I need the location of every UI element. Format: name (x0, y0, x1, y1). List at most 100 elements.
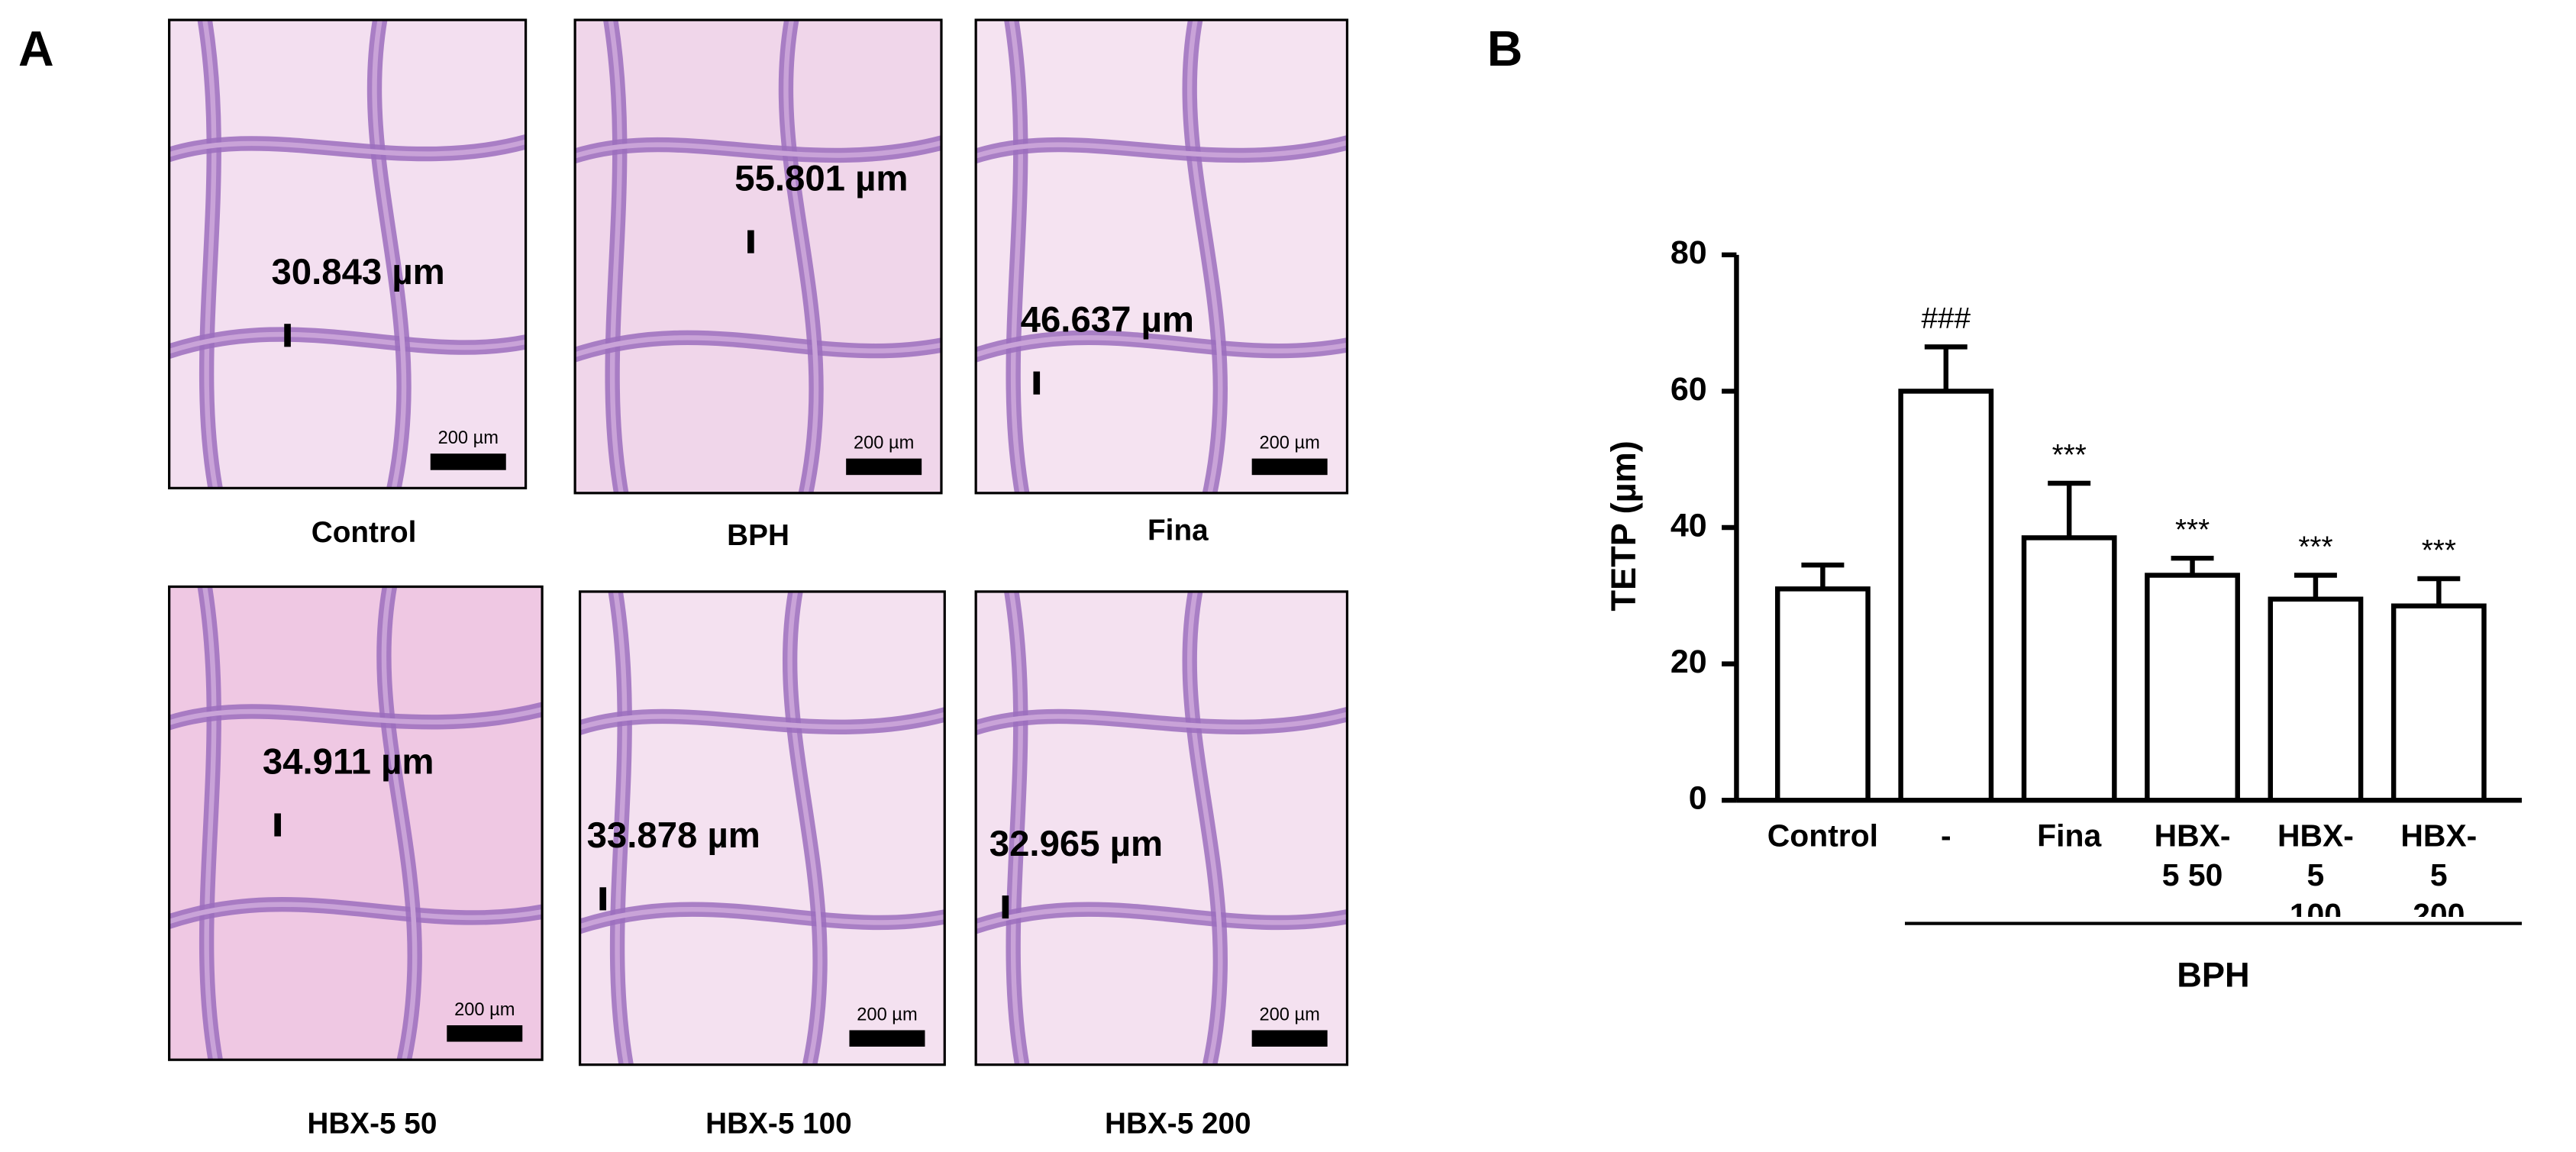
measurement: 46.637 µm (1021, 300, 1194, 340)
x-tick-label: - (1940, 820, 1951, 855)
caption: Fina (1148, 515, 1209, 547)
scale-bar (1251, 1030, 1328, 1047)
scale-bar-label: 200 µm (1259, 434, 1319, 453)
micrograph-border (168, 18, 528, 489)
scale-bar (447, 1025, 523, 1042)
significance: *** (2052, 439, 2087, 472)
tissue (169, 586, 543, 1060)
bar (1775, 586, 1871, 803)
scale-bar (849, 1030, 925, 1047)
epithelium-edge (1009, 591, 1025, 1065)
y-tick-label: 40 (1671, 507, 1707, 544)
epithelium-edge (381, 586, 418, 1060)
caption: HBX-5 200 (1105, 1108, 1251, 1141)
epithelium-edge (372, 20, 407, 489)
x-label-box: HBX-5 200 (2400, 820, 2477, 917)
x-tick-label: HBX-5 100 (2277, 820, 2354, 917)
measurement: 55.801 µm (734, 158, 908, 198)
epithelium-edge (169, 139, 526, 157)
x-label-box: - (1940, 820, 1951, 855)
caption: BPH (727, 519, 789, 552)
micrograph (976, 591, 1348, 1065)
measurement: 30.843 µm (271, 252, 444, 292)
caption: HBX-5 50 (307, 1108, 437, 1141)
epithelium-edge (612, 591, 629, 1065)
epithelium-edge (976, 907, 1348, 929)
epithelium-edge (787, 591, 823, 1065)
significance: *** (2298, 531, 2332, 563)
epithelium-edge (976, 335, 1348, 358)
micrograph (976, 20, 1348, 493)
x-tick-label: Fina (2037, 820, 2102, 855)
tissue (976, 591, 1348, 1065)
tissue (575, 20, 941, 493)
micrograph (575, 20, 941, 493)
bar (2021, 535, 2117, 803)
tissue (976, 20, 1348, 493)
significance: *** (2175, 514, 2210, 547)
y-tick-label: 60 (1671, 371, 1707, 408)
epithelium-edge (579, 712, 945, 731)
scale-bar (430, 453, 506, 470)
x-tick-label: HBX-5 50 (2154, 820, 2231, 894)
epithelium-edge (976, 140, 1348, 159)
x-label-box: Fina (2037, 820, 2102, 855)
x-label-box: HBX-5 100 (2277, 820, 2354, 917)
epithelium-edge (575, 140, 941, 159)
scale-bar-label: 200 µm (857, 1005, 917, 1025)
x-tick-label: Control (1767, 820, 1879, 855)
epithelium-edge (169, 706, 543, 726)
group-label: BPH (2177, 956, 2249, 995)
panel-label: A (18, 21, 54, 76)
micrograph-border (974, 590, 1349, 1066)
epithelium-edge (1009, 20, 1025, 493)
micrograph-border (974, 18, 1349, 495)
epithelium-edge (579, 907, 945, 929)
y-axis-label: TETP (µm) (1604, 440, 1643, 611)
epithelium-edge (169, 902, 543, 925)
measure-marker (1033, 371, 1041, 395)
epithelium-edge (202, 20, 218, 489)
epithelium-edge (783, 20, 819, 493)
micrograph (169, 586, 543, 1060)
scale-bar-label: 200 µm (454, 1000, 515, 1020)
epithelium-edge (608, 20, 624, 493)
tissue (579, 591, 945, 1065)
epithelium-edge (169, 331, 526, 354)
x-label-box: HBX-5 50 (2154, 820, 2231, 894)
measurement: 34.911 µm (263, 741, 434, 782)
epithelium-edge (202, 586, 218, 1060)
measure-marker (599, 887, 607, 911)
epithelium-edge (976, 712, 1348, 731)
measure-marker (1002, 895, 1009, 919)
panel-label: B (1487, 21, 1523, 76)
micrograph-border (578, 590, 946, 1066)
caption: Control (312, 516, 417, 549)
significance: ### (1921, 302, 1971, 335)
micrograph-border (573, 18, 943, 495)
bar (2390, 603, 2487, 803)
scale-bar-label: 200 µm (1259, 1005, 1319, 1025)
tissue (169, 20, 526, 489)
caption: HBX-5 100 (705, 1108, 852, 1141)
micrograph (579, 591, 945, 1065)
micrograph-border (168, 585, 544, 1061)
y-tick-label: 0 (1689, 780, 1707, 817)
micrograph (169, 20, 526, 489)
epithelium-edge (1186, 591, 1223, 1065)
measure-marker (747, 230, 754, 253)
measure-marker (284, 324, 291, 347)
scale-bar (846, 458, 922, 476)
epithelium-edge (575, 335, 941, 358)
x-label-box: Control (1767, 820, 1879, 855)
bar (2268, 596, 2364, 803)
scale-bar-label: 200 µm (438, 428, 499, 448)
bar (2145, 573, 2240, 803)
scale-bar (1251, 458, 1328, 476)
y-tick-label: 80 (1671, 234, 1707, 271)
scale-bar-label: 200 µm (854, 434, 914, 453)
measurement: 33.878 µm (587, 815, 760, 856)
significance: *** (2422, 534, 2456, 567)
